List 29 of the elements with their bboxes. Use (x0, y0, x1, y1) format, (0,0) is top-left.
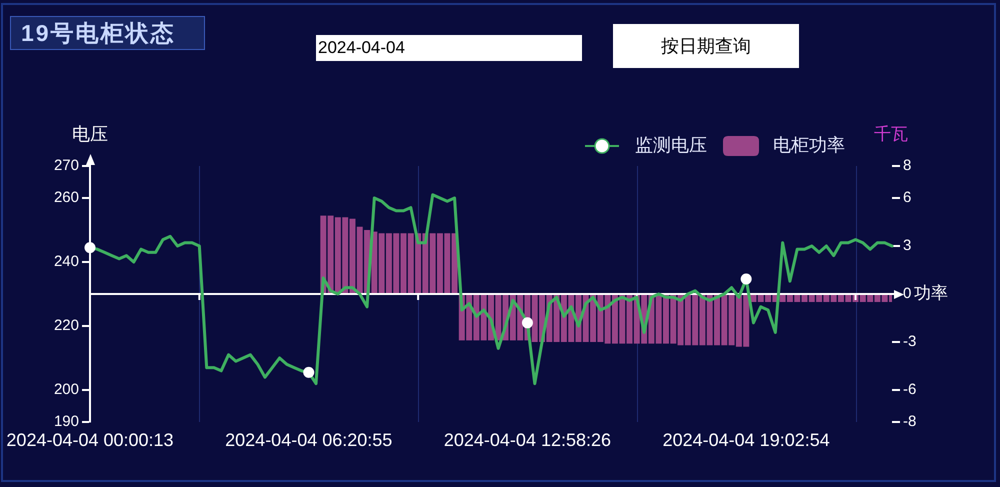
y2-tick-label: 6 (903, 189, 912, 206)
y2-tick-label: 8 (903, 157, 912, 174)
x-axis-title: 功率 (914, 284, 948, 303)
y-tick-label: 220 (54, 317, 79, 334)
x-tick-label: 2024-04-04 12:58:26 (444, 430, 612, 450)
y-tick-label: 200 (54, 381, 79, 398)
y-tick-label: 190 (54, 413, 79, 430)
y2-tick-label: -8 (903, 413, 916, 430)
query-button: 按日期查询 (613, 24, 799, 68)
point (303, 366, 314, 378)
legend-label: 电柜功率 (773, 134, 845, 155)
point (84, 242, 96, 254)
x-tick-label: 2024-04-04 06:20:55 (225, 430, 392, 450)
y-axis-title: 电压 (72, 124, 108, 144)
x-tick-label: 2024-04-04 00:00:13 (6, 430, 174, 450)
y2-tick-label: -6 (903, 381, 916, 398)
y2-tick-label: -3 (903, 333, 916, 350)
y-tick-label: 260 (54, 189, 79, 206)
y2-tick-label: 0 (903, 285, 912, 302)
y-tick-label: 270 (54, 157, 79, 174)
chart-title: 19号电柜状态 (10, 16, 205, 50)
y-tick-label: 240 (54, 253, 79, 270)
x-tick-label: 2024-04-04 19:02:54 (662, 430, 830, 450)
y2-axis-title: 千瓦 (874, 124, 908, 144)
point (522, 317, 533, 328)
legend-label: 监测电压 (635, 134, 707, 155)
y2-tick-label: 3 (903, 237, 912, 254)
point (740, 273, 752, 284)
date-field: 2024-04-04 (316, 35, 582, 61)
